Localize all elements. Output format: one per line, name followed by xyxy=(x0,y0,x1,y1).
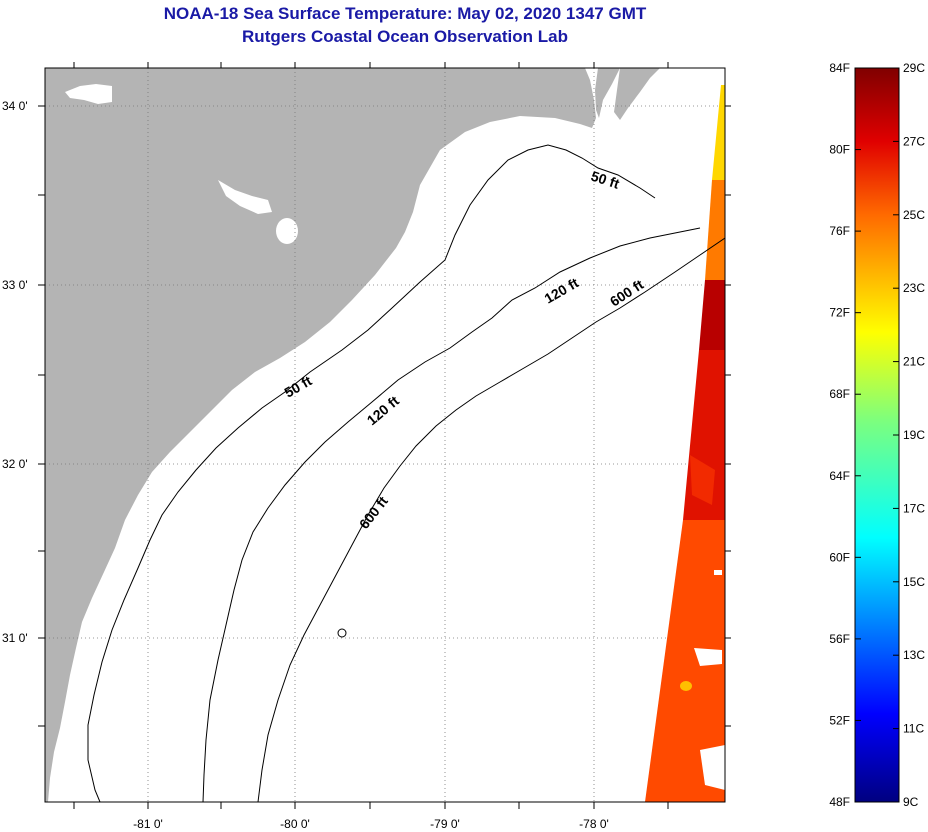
lat-label-33: 33 0' xyxy=(2,278,28,292)
colorbar-label-f: 68F xyxy=(829,387,850,401)
colorbar-label-f: 56F xyxy=(829,632,850,646)
colorbar-label-c: 27C xyxy=(903,134,925,148)
lon-label-79: -79 0' xyxy=(430,817,460,831)
lon-label-78: -78 0' xyxy=(579,817,609,831)
colorbar-label-c: 21C xyxy=(903,355,925,369)
map-frame xyxy=(44,67,726,803)
inland-lake-2 xyxy=(218,180,272,214)
contour-120ft xyxy=(202,227,701,802)
colorbar-label-c: 29C xyxy=(903,61,925,75)
colorbar-label-c: 23C xyxy=(903,281,925,295)
map-area: 50 ft 50 ft 120 ft 120 ft 600 ft 600 ft xyxy=(45,68,725,802)
contour-600ft xyxy=(257,237,725,802)
colorbar xyxy=(854,67,900,803)
colorbar-label-c: 11C xyxy=(903,722,924,736)
lon-label-81: -81 0' xyxy=(133,817,163,831)
colorbar-label-f: 80F xyxy=(829,143,850,157)
sst-swath xyxy=(645,85,725,802)
lon-label-80: -80 0' xyxy=(280,817,310,831)
colorbar-label-f: 64F xyxy=(829,469,850,483)
colorbar-label-f: 72F xyxy=(829,306,850,320)
seamount-contour xyxy=(337,628,347,638)
colorbar-label-c: 9C xyxy=(903,795,919,809)
lat-label-34: 34 0' xyxy=(2,99,28,113)
land-fringe xyxy=(614,68,660,120)
map-subtitle: Rutgers Coastal Ocean Observation Lab xyxy=(242,27,568,46)
map-title: NOAA-18 Sea Surface Temperature: May 02,… xyxy=(163,4,647,23)
inland-lake-3 xyxy=(276,218,298,244)
colorbar-ticks xyxy=(855,67,899,803)
colorbar-label-c: 17C xyxy=(903,501,925,515)
colorbar-label-f: 76F xyxy=(829,224,850,238)
colorbar-label-c: 15C xyxy=(903,575,925,589)
colorbar-label-c: 19C xyxy=(903,428,925,442)
land-mass xyxy=(45,68,596,802)
colorbar-label-f: 52F xyxy=(829,713,850,727)
colorbar-label-c: 13C xyxy=(903,648,925,662)
grid-lines xyxy=(45,68,725,802)
colorbar-label-f: 48F xyxy=(829,795,850,809)
colorbar-label-f: 84F xyxy=(829,61,850,75)
inland-lake-1 xyxy=(65,84,112,104)
colorbar-label-f: 60F xyxy=(829,550,850,564)
contour-50ft xyxy=(87,144,656,802)
axis-ticks xyxy=(38,62,731,809)
colorbar-label-c: 25C xyxy=(903,208,925,222)
lat-label-31: 31 0' xyxy=(2,631,28,645)
land-peninsula xyxy=(595,68,620,118)
depth-contours xyxy=(87,144,725,802)
lat-label-32: 32 0' xyxy=(2,457,28,471)
